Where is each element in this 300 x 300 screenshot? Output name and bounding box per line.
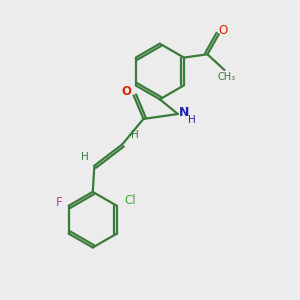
Text: N: N <box>178 106 189 119</box>
Text: H: H <box>188 115 195 125</box>
Text: H: H <box>131 130 139 140</box>
Text: O: O <box>122 85 131 98</box>
Text: CH₃: CH₃ <box>217 72 235 82</box>
Text: O: O <box>218 24 227 37</box>
Text: F: F <box>56 196 63 209</box>
Text: Cl: Cl <box>124 194 136 207</box>
Text: H: H <box>81 152 88 161</box>
